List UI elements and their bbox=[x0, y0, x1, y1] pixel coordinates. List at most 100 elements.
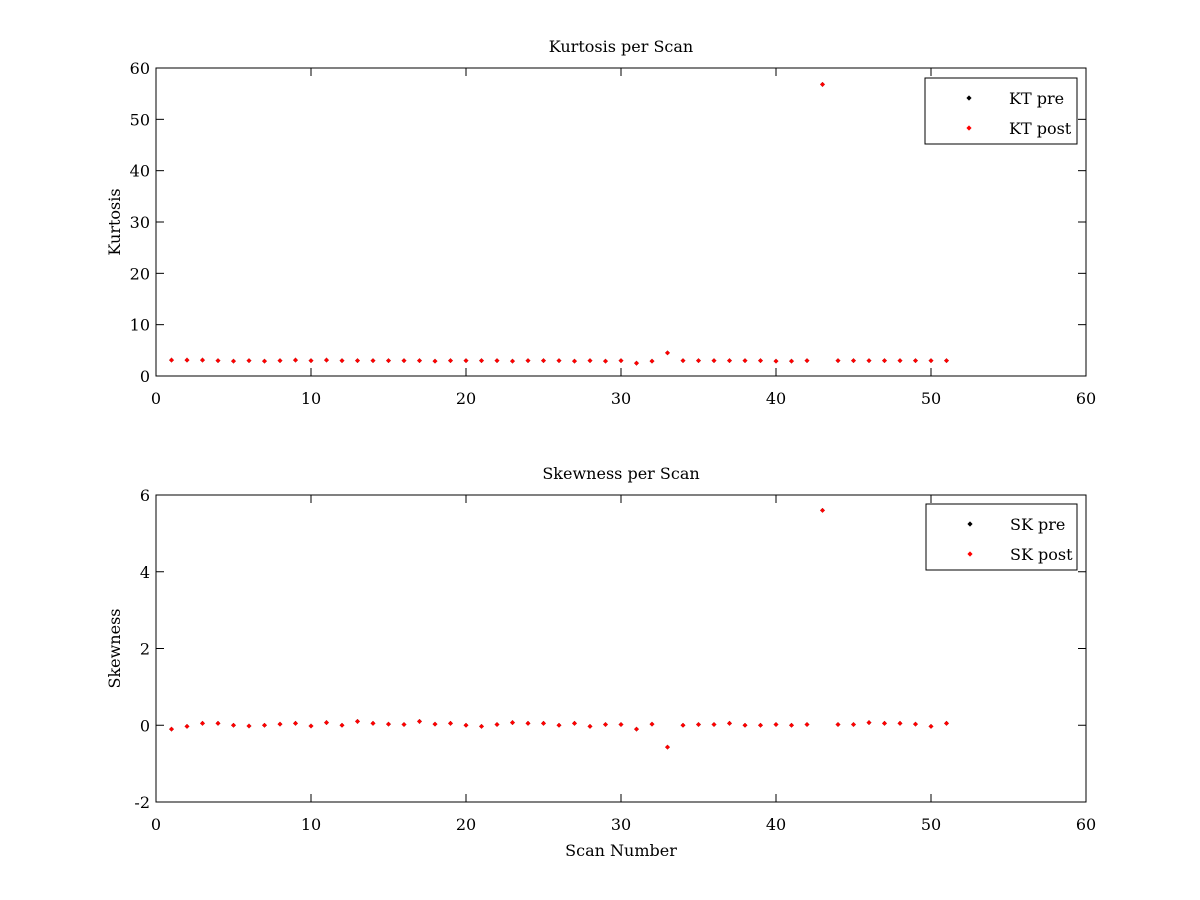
data-point bbox=[711, 722, 717, 727]
data-point bbox=[510, 720, 515, 725]
data-point bbox=[541, 358, 546, 363]
x-tick-label: 20 bbox=[456, 389, 476, 408]
data-point bbox=[479, 358, 484, 363]
y-tick-label: 4 bbox=[140, 563, 150, 582]
data-point bbox=[773, 722, 779, 727]
data-point bbox=[649, 721, 655, 727]
data-point bbox=[293, 720, 298, 726]
data-point bbox=[789, 358, 794, 364]
data-point bbox=[308, 358, 314, 363]
plot-title: Skewness per Scan bbox=[542, 464, 699, 483]
x-tick-label: 0 bbox=[151, 389, 161, 408]
data-point bbox=[572, 720, 577, 726]
data-point bbox=[355, 358, 360, 363]
data-point bbox=[727, 358, 732, 363]
data-point bbox=[432, 358, 438, 364]
data-point bbox=[851, 358, 856, 363]
x-tick-label: 10 bbox=[301, 815, 321, 834]
legend-entry: KT pre bbox=[1009, 89, 1064, 108]
x-tick-label: 30 bbox=[611, 389, 631, 408]
data-point bbox=[448, 358, 453, 363]
data-point bbox=[277, 358, 283, 363]
x-tick-label: 60 bbox=[1076, 815, 1096, 834]
data-point bbox=[603, 722, 608, 727]
data-point bbox=[944, 720, 949, 726]
data-point bbox=[525, 358, 531, 363]
data-point bbox=[742, 722, 748, 728]
kurtosis-plot: 0 10 20 30 40 50 60 0 10 20 30 40 50 60 Kurtosis per S… bbox=[105, 37, 1096, 408]
data-point bbox=[882, 720, 887, 726]
data-point bbox=[556, 358, 562, 363]
legend-marker bbox=[967, 521, 973, 527]
data-point bbox=[246, 723, 252, 729]
data-point bbox=[355, 719, 360, 724]
x-tick-label: 0 bbox=[151, 815, 161, 834]
data-point bbox=[231, 358, 236, 364]
data-point bbox=[200, 357, 205, 363]
data-point bbox=[634, 726, 639, 732]
data-point bbox=[851, 722, 856, 727]
data-point bbox=[432, 721, 438, 727]
data-point bbox=[215, 720, 221, 726]
data-point bbox=[215, 358, 221, 363]
data-point bbox=[184, 724, 190, 729]
data-point bbox=[897, 358, 903, 363]
data-point bbox=[835, 358, 841, 363]
data-point bbox=[231, 722, 236, 728]
x-tick-label: 20 bbox=[456, 815, 476, 834]
y-tick-label: 10 bbox=[130, 316, 150, 335]
data-point bbox=[603, 358, 608, 364]
data-point bbox=[711, 358, 717, 363]
data-point bbox=[928, 358, 934, 363]
data-point bbox=[417, 358, 422, 363]
x-axis-label: Scan Number bbox=[565, 841, 677, 860]
data-point bbox=[448, 720, 453, 726]
data-point bbox=[386, 358, 391, 363]
data-point bbox=[262, 722, 267, 728]
data-point bbox=[758, 358, 763, 363]
data-point bbox=[277, 721, 283, 727]
legend: SK pre SK post bbox=[925, 503, 1078, 571]
data-point bbox=[370, 720, 376, 726]
data-point bbox=[494, 358, 500, 363]
data-point bbox=[680, 722, 686, 728]
x-tick-label: 40 bbox=[766, 815, 786, 834]
y-axis-label: Skewness bbox=[105, 608, 124, 688]
data-point bbox=[820, 82, 825, 87]
data-point bbox=[339, 722, 345, 728]
data-point bbox=[866, 358, 872, 363]
plot-title: Kurtosis per Scan bbox=[549, 37, 693, 56]
data-point bbox=[169, 726, 174, 732]
data-point bbox=[618, 722, 624, 727]
data-point bbox=[262, 358, 267, 364]
data-point bbox=[897, 720, 903, 726]
data-point bbox=[789, 722, 794, 728]
series-kt-post bbox=[169, 82, 949, 366]
data-point bbox=[866, 720, 872, 725]
x-tick-label: 60 bbox=[1076, 389, 1096, 408]
legend-entry: KT post bbox=[1009, 119, 1072, 138]
data-point bbox=[727, 720, 732, 726]
data-point bbox=[370, 358, 376, 363]
y-tick-label: -2 bbox=[134, 793, 150, 812]
data-point bbox=[758, 722, 763, 728]
y-tick-label: 2 bbox=[140, 640, 150, 659]
x-tick-label: 50 bbox=[921, 815, 941, 834]
y-tick-label: 30 bbox=[130, 213, 150, 232]
data-point bbox=[541, 720, 546, 726]
data-point bbox=[169, 357, 174, 363]
data-point bbox=[804, 722, 810, 727]
data-point bbox=[308, 723, 314, 729]
data-point bbox=[696, 722, 701, 727]
y-tick-label: 6 bbox=[140, 486, 150, 505]
data-point bbox=[587, 724, 593, 729]
data-point bbox=[649, 358, 655, 364]
data-point bbox=[556, 722, 562, 728]
data-point bbox=[525, 720, 531, 726]
legend-entry: SK pre bbox=[1010, 515, 1065, 534]
y-tick-label: 0 bbox=[140, 716, 150, 735]
x-tick-label: 40 bbox=[766, 389, 786, 408]
data-point bbox=[324, 357, 329, 363]
